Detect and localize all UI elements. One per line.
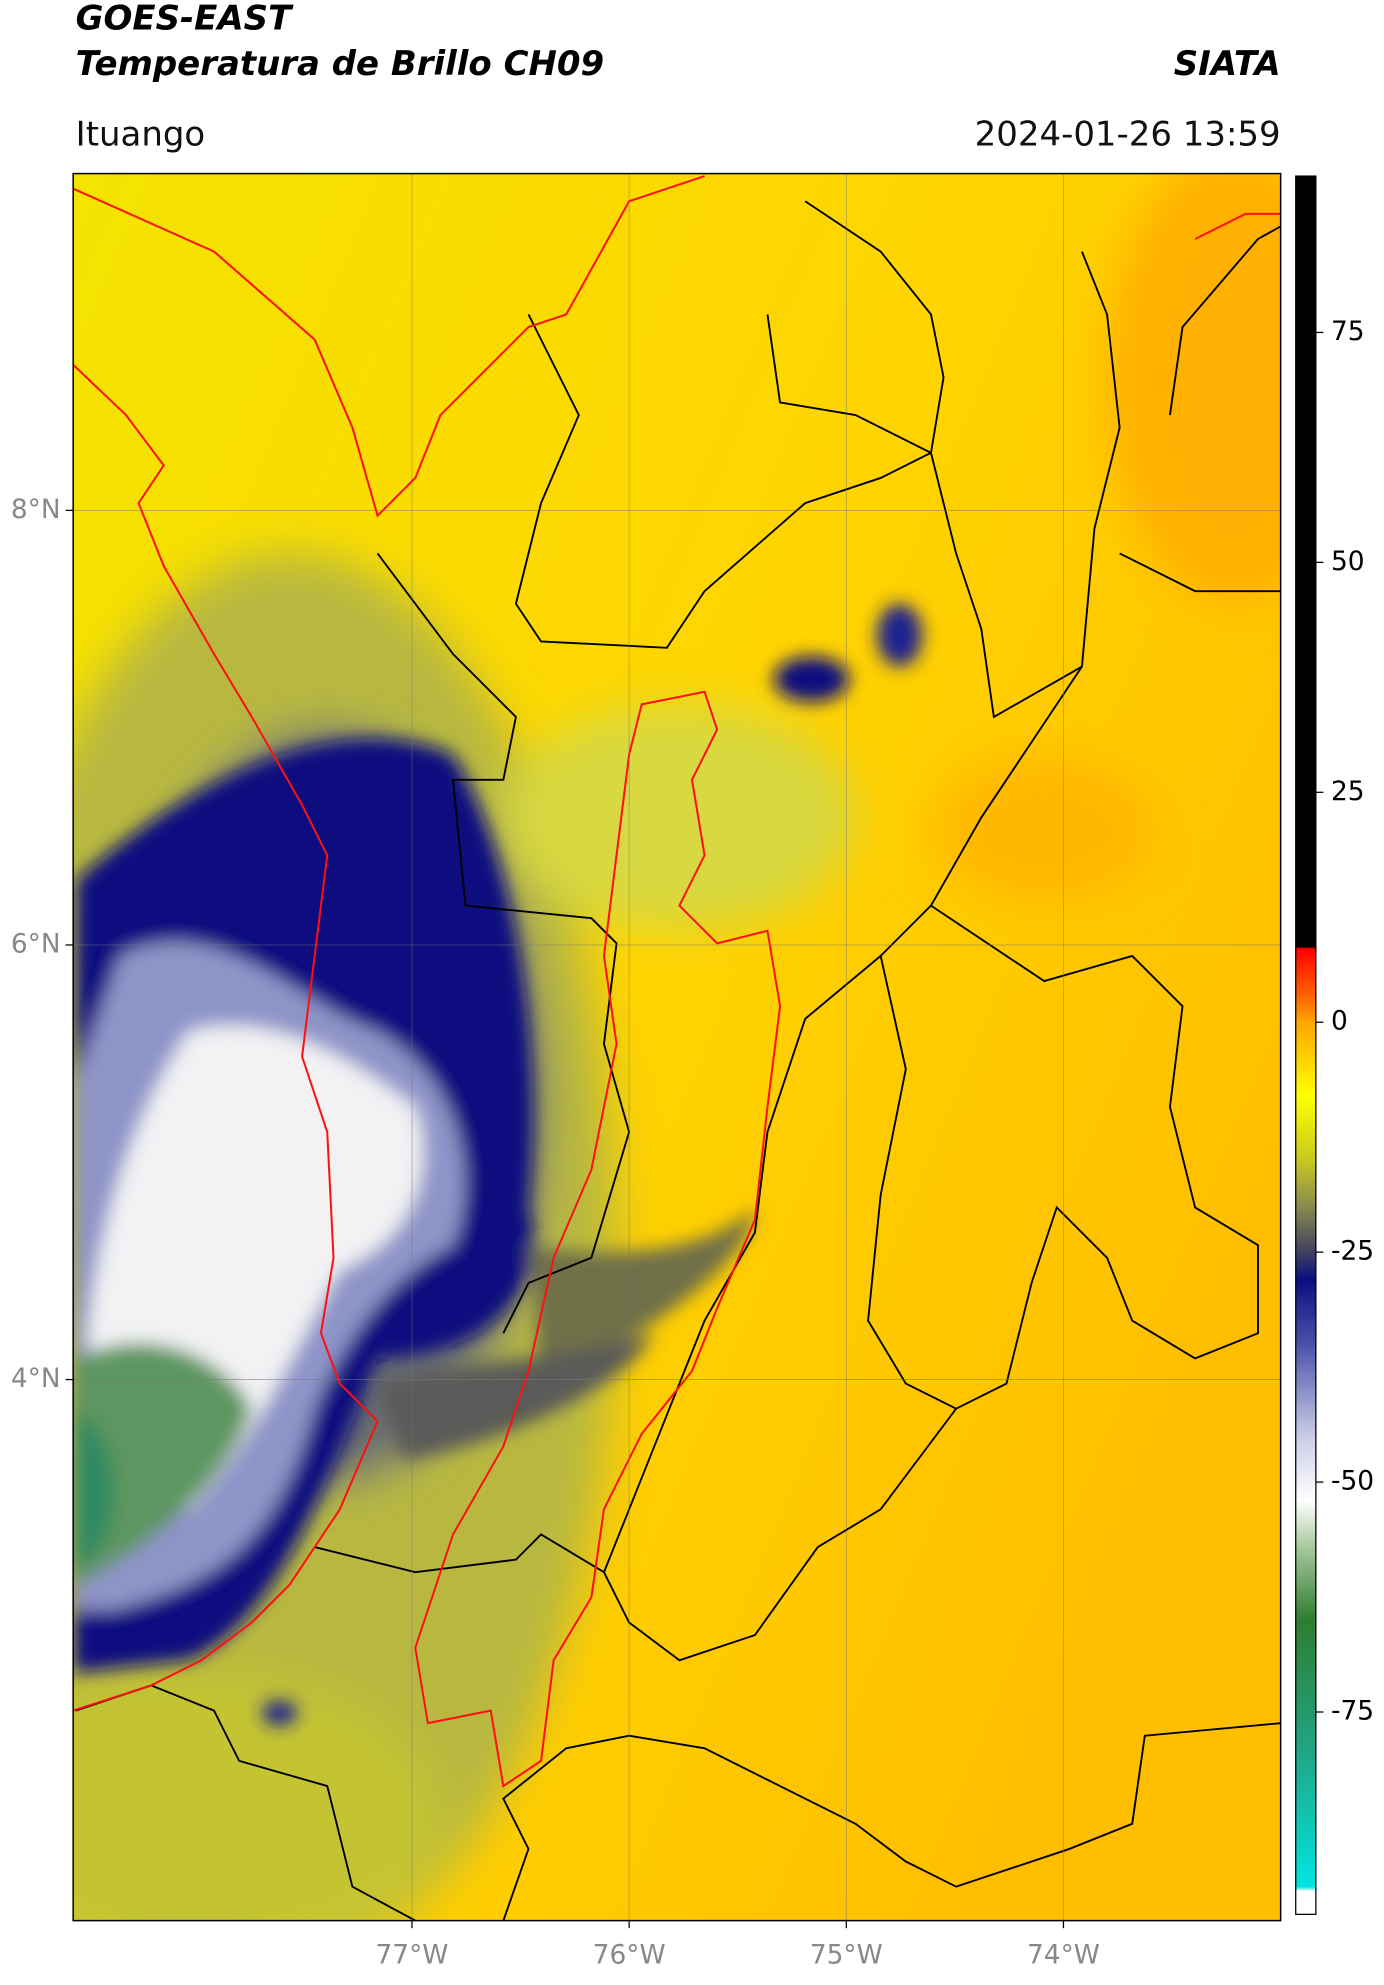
- colorbar-tick-label: 50: [1331, 546, 1365, 577]
- colorbar-tick-label: 25: [1331, 776, 1365, 807]
- colorbar-tick-label: 75: [1331, 316, 1365, 347]
- colorbar-tick-label: 0: [1331, 1006, 1348, 1037]
- colorbar-tick-label: -50: [1331, 1466, 1374, 1497]
- y-tick-label: 6°N: [11, 928, 61, 959]
- colorbar-tick-label: -25: [1331, 1236, 1374, 1267]
- x-tick-label: 77°W: [375, 1939, 448, 1970]
- map-frame: [72, 172, 1282, 1922]
- timestamp: 2024-01-26 13:59: [975, 114, 1281, 154]
- organization: SIATA: [1174, 44, 1281, 84]
- colorbar: [1295, 175, 1317, 1915]
- y-tick-label: 4°N: [11, 1363, 61, 1394]
- x-tick-label: 74°W: [1027, 1939, 1100, 1970]
- region: Ituango: [76, 114, 206, 154]
- x-tick-label: 76°W: [593, 1939, 666, 1970]
- map-image: [73, 173, 1281, 1921]
- x-tick-label: 75°W: [810, 1939, 883, 1970]
- product: Temperatura de Brillo CH09: [76, 44, 604, 84]
- satellite: GOES-EAST: [76, 0, 294, 39]
- colorbar-tick-label: -75: [1331, 1696, 1374, 1727]
- y-tick-label: 8°N: [11, 494, 61, 525]
